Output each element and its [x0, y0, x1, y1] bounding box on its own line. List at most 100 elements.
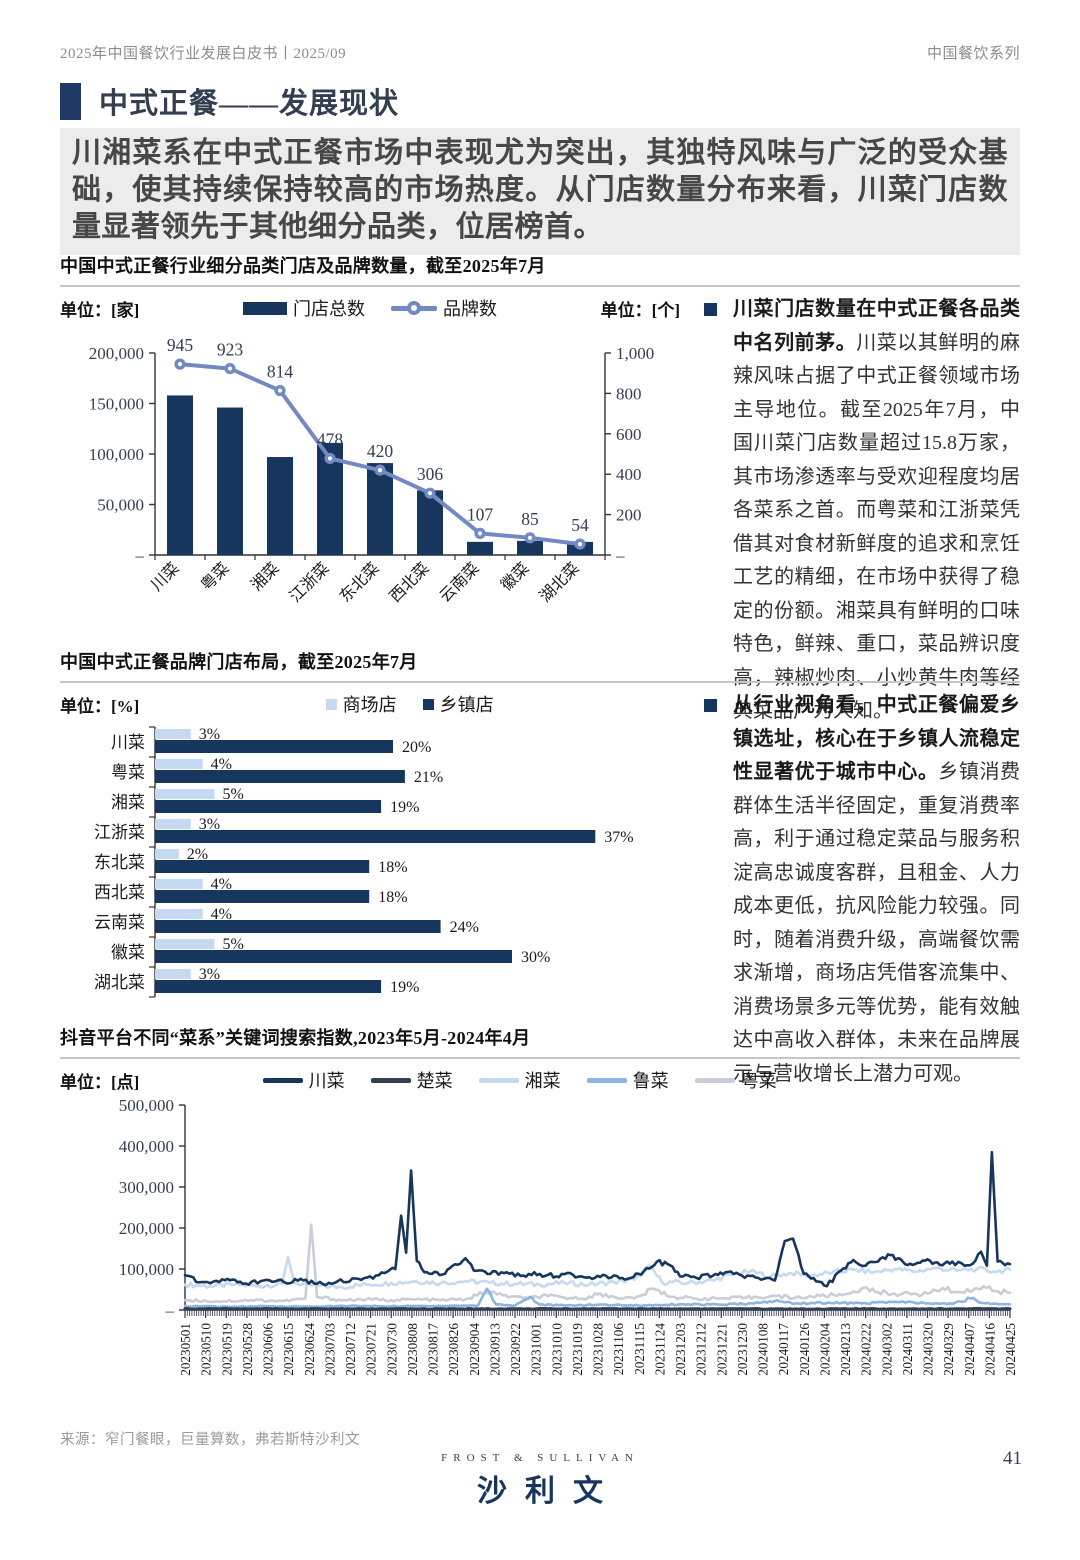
svg-text:20230703: 20230703 — [322, 1323, 337, 1376]
svg-text:20240311: 20240311 — [900, 1323, 915, 1375]
chart1-unit-left: 单位：[家] — [60, 300, 140, 320]
svg-text:湖北菜: 湖北菜 — [536, 559, 583, 606]
chart2-area: 单位：[%] 商场店 乡镇店 3% 20% 川菜 4% 21% 粤菜 5% 19% 湘菜 3% 37… — [60, 689, 680, 1091]
svg-text:2%: 2% — [187, 846, 208, 863]
svg-text:20240407: 20240407 — [962, 1323, 977, 1376]
svg-text:–: – — [615, 546, 625, 565]
svg-text:24%: 24% — [450, 919, 479, 936]
svg-text:420: 420 — [367, 441, 394, 461]
svg-text:东北菜: 东北菜 — [94, 853, 145, 872]
bullet-square-icon — [704, 303, 717, 316]
svg-text:川菜: 川菜 — [147, 559, 182, 594]
svg-text:20240329: 20240329 — [941, 1323, 956, 1376]
svg-text:川菜: 川菜 — [111, 733, 145, 752]
chart3-area: 单位：[点] 川菜 楚菜 湘菜 鲁菜 粤菜 – 100,000 200,000 300,000… — [60, 1065, 1020, 1422]
chart2-legend: 商场店 乡镇店 — [139, 691, 680, 717]
svg-text:150,000: 150,000 — [89, 395, 144, 414]
legend-item-2: 湘菜 — [478, 1067, 561, 1093]
brand-count-legend-swatch-icon — [391, 301, 437, 315]
svg-text:5%: 5% — [223, 936, 244, 953]
chart3-unit: 单位：[点] — [60, 1072, 140, 1092]
svg-text:400: 400 — [616, 465, 642, 484]
chart2-unit: 单位：[%] — [60, 696, 140, 716]
page-header: 2025年中国餐饮行业发展白皮书丨2025/09 中国餐饮系列 — [60, 42, 1020, 63]
svg-text:20231010: 20231010 — [549, 1323, 564, 1376]
legend-item-township: 乡镇店 — [422, 691, 494, 717]
svg-text:20230922: 20230922 — [508, 1323, 523, 1376]
legend-item-1: 楚菜 — [370, 1067, 453, 1093]
legend-item-4: 粤菜 — [694, 1067, 777, 1093]
section-store-layout: 中国中式正餐品牌门店布局，截至2025年7月 单位：[%] 商场店 乡镇店 — [60, 648, 1020, 1091]
frost-sullivan-logo: FROST & SULLIVAN 沙利文 — [0, 1452, 1080, 1510]
legend-item-stores: 门店总数 — [243, 295, 365, 321]
svg-text:4%: 4% — [211, 756, 232, 773]
svg-text:20%: 20% — [402, 739, 431, 756]
search-index-line-chart: – 100,000 200,000 300,000 400,000 500,000 2023… — [119, 1096, 1018, 1376]
legend-label: 品牌数 — [443, 299, 497, 319]
store-total-legend-swatch-icon — [243, 301, 287, 315]
chart3-title: 抖音平台不同“菜系”关键词搜索指数,2023年5月-2024年4月 — [60, 1024, 1020, 1059]
svg-text:东北菜: 东北菜 — [336, 559, 383, 606]
svg-text:20231124: 20231124 — [652, 1323, 667, 1376]
svg-text:85: 85 — [521, 509, 539, 529]
svg-text:20230510: 20230510 — [199, 1323, 214, 1376]
legend-item-0: 川菜 — [262, 1067, 345, 1093]
township-store-legend-swatch-icon — [422, 698, 434, 710]
svg-text:107: 107 — [467, 504, 494, 524]
svg-text:300,000: 300,000 — [119, 1178, 174, 1197]
svg-text:20240302: 20240302 — [879, 1323, 894, 1376]
series-legend-swatch-icon — [478, 1077, 519, 1083]
svg-text:600: 600 — [616, 425, 642, 444]
svg-text:478: 478 — [317, 429, 344, 449]
svg-text:20240320: 20240320 — [921, 1323, 936, 1376]
svg-text:20231203: 20231203 — [673, 1323, 688, 1376]
insight-block-1: 川菜门店数量在中式正餐各品类中名列前茅。川菜以其鲜明的麻辣风味占据了中式正餐领域… — [704, 293, 1020, 729]
section-search-index: 抖音平台不同“菜系”关键词搜索指数,2023年5月-2024年4月 单位：[点]… — [60, 1024, 1020, 1422]
svg-text:19%: 19% — [390, 799, 419, 816]
svg-text:20240204: 20240204 — [817, 1323, 832, 1376]
svg-text:徽菜: 徽菜 — [111, 943, 145, 962]
svg-text:20240222: 20240222 — [859, 1323, 874, 1376]
svg-text:3%: 3% — [199, 966, 220, 983]
svg-text:5%: 5% — [223, 786, 244, 803]
svg-text:云南菜: 云南菜 — [436, 559, 483, 606]
svg-text:20240126: 20240126 — [797, 1323, 812, 1376]
svg-text:21%: 21% — [414, 769, 443, 786]
svg-text:20240416: 20240416 — [982, 1323, 997, 1376]
store-layout-bar-chart: 3% 20% 川菜 4% 21% 粤菜 5% 19% 湘菜 3% 37% 江浙菜 2% 18% 东北菜 4% 1… — [94, 726, 634, 998]
section-store-brand: 中国中式正餐行业细分品类门店及品牌数量，截至2025年7月 单位：[家] 门店总… — [60, 252, 1020, 729]
store-brand-combo-chart: – 50,000 100,000 150,000 200,000 – 200 400 600 80… — [89, 335, 655, 606]
svg-text:湘菜: 湘菜 — [247, 559, 282, 594]
logo-english-text: FROST & SULLIVAN — [441, 1452, 639, 1464]
series-legend-swatch-icon — [694, 1077, 735, 1083]
svg-text:20240108: 20240108 — [756, 1323, 771, 1376]
svg-text:18%: 18% — [378, 889, 407, 906]
source-note: 来源：窄门餐眼，巨量算数，弗若斯特沙利文 — [60, 1432, 360, 1448]
svg-text:20231230: 20231230 — [735, 1323, 750, 1376]
series-legend-swatch-icon — [262, 1077, 303, 1083]
svg-text:云南菜: 云南菜 — [94, 913, 145, 932]
svg-text:200,000: 200,000 — [89, 344, 144, 363]
svg-text:814: 814 — [267, 362, 294, 382]
legend-label: 门店总数 — [293, 299, 365, 319]
legend-item-brands: 品牌数 — [391, 295, 497, 321]
svg-text:20230817: 20230817 — [426, 1323, 441, 1376]
svg-text:20240213: 20240213 — [838, 1323, 853, 1376]
svg-text:西北菜: 西北菜 — [94, 883, 145, 902]
series-label: 中国餐饮系列 — [926, 46, 1020, 62]
doc-title: 2025年中国餐饮行业发展白皮书丨2025/09 — [60, 46, 347, 62]
svg-text:18%: 18% — [378, 859, 407, 876]
chart1-unit-right: 单位：[个] — [600, 300, 680, 320]
section-heading: 中式正餐——发展现状 — [60, 80, 399, 122]
svg-text:20231106: 20231106 — [611, 1323, 626, 1376]
svg-text:20230730: 20230730 — [384, 1323, 399, 1376]
svg-text:20231115: 20231115 — [632, 1323, 647, 1375]
chart2-title: 中国中式正餐品牌门店布局，截至2025年7月 — [60, 648, 1020, 683]
svg-text:3%: 3% — [199, 816, 220, 833]
svg-text:西北菜: 西北菜 — [386, 559, 433, 606]
insight-block-2: 从行业视角看，中式正餐偏爱乡镇选址，核心在于乡镇人流稳定性显著优于城市中心。乡镇… — [704, 689, 1020, 1091]
bullet-square-icon — [704, 699, 717, 712]
svg-text:400,000: 400,000 — [119, 1137, 174, 1156]
svg-text:江浙菜: 江浙菜 — [94, 823, 145, 842]
insight-text-1: 川菜门店数量在中式正餐各品类中名列前茅。川菜以其鲜明的麻辣风味占据了中式正餐领域… — [733, 298, 1021, 722]
